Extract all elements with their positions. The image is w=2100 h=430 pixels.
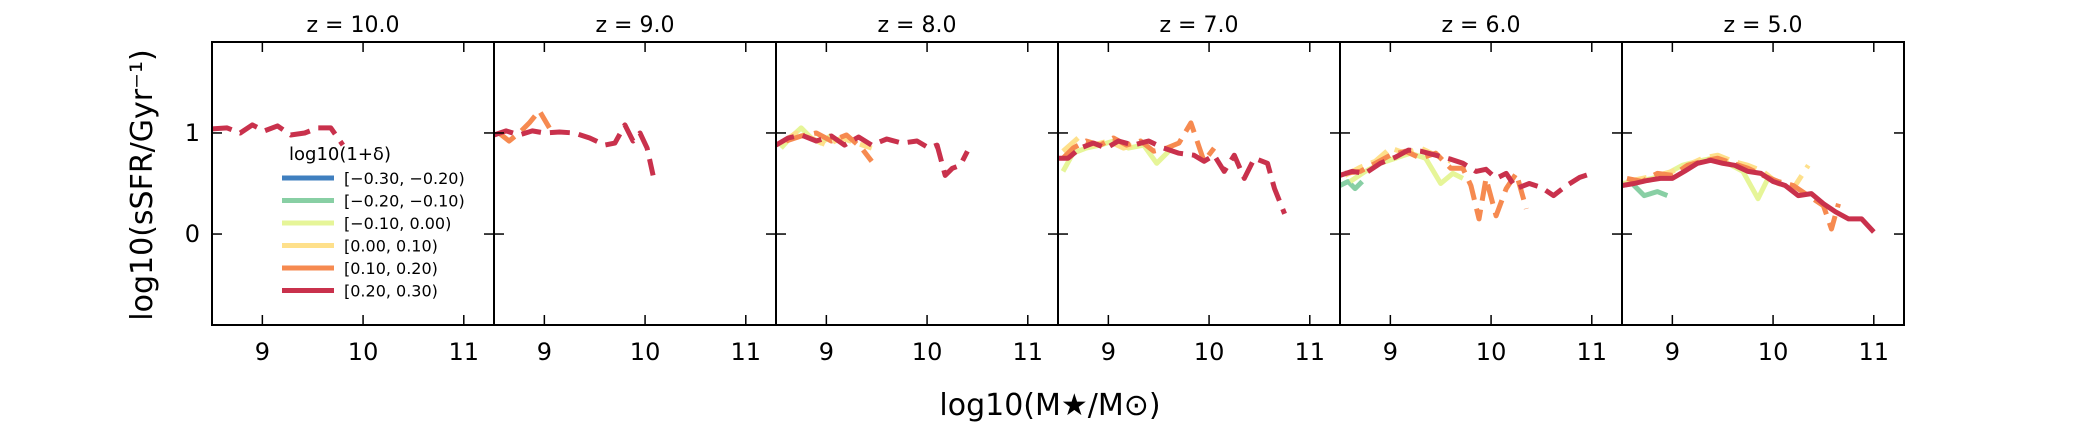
x-tick-label: 10 [1194, 338, 1225, 366]
x-tick-label: 9 [819, 338, 834, 366]
x-tick-label: 11 [731, 338, 762, 366]
x-tick-label: 10 [348, 338, 379, 366]
panel-title: z = 6.0 [1442, 13, 1521, 38]
panel-6: z = 5.0 9 10 11 [1621, 13, 1905, 366]
series-group [494, 108, 656, 176]
x-tick-label: 9 [1383, 338, 1398, 366]
series-group [1622, 152, 1876, 234]
panel-frame [1057, 41, 1341, 326]
series-line [776, 132, 970, 178]
panel-2: z = 9.0 9 10 11 [493, 13, 777, 366]
panel-title: z = 9.0 [596, 13, 675, 38]
panel-1: z = 10.0 9 10 11 0 1 [185, 13, 495, 366]
series-group [1058, 120, 1287, 215]
series-line [785, 130, 874, 163]
legend-title: log10(1+δ) [289, 144, 391, 165]
panel-frame [493, 41, 777, 326]
series-line [1340, 147, 1593, 199]
series-line [494, 122, 656, 176]
series-group [1340, 145, 1593, 222]
x-tick-label: 9 [255, 338, 270, 366]
x-tick-label: 9 [537, 338, 552, 366]
x-tick-label: 10 [1476, 338, 1507, 366]
x-tick-label: 9 [1101, 338, 1116, 366]
series-line [1060, 138, 1171, 173]
series-group [776, 125, 970, 178]
series-line [1340, 179, 1364, 192]
legend-label: [0.00, 0.10) [344, 237, 438, 256]
panel-frame [1621, 41, 1905, 326]
panel-title: z = 8.0 [878, 13, 957, 38]
legend: log10(1+δ) [−0.30, −0.20) [−0.20, −0.10) [−… [282, 144, 465, 301]
y-tick-label: 0 [185, 220, 200, 248]
legend-label: [−0.30, −0.20) [344, 169, 465, 188]
legend-label: [−0.20, −0.10) [344, 192, 465, 211]
panel-5: z = 6.0 9 10 11 [1339, 13, 1623, 366]
series-line [779, 130, 873, 151]
panel-title: z = 7.0 [1160, 13, 1239, 38]
x-tick-label: 11 [1013, 338, 1044, 366]
x-tick-label: 10 [912, 338, 943, 366]
series-line [1344, 148, 1529, 222]
series-line [1348, 150, 1465, 186]
panel-4: z = 7.0 9 10 11 [1057, 13, 1341, 366]
x-tick-label: 10 [1758, 338, 1789, 366]
panel-frame [775, 41, 1059, 326]
panel-3: z = 8.0 9 10 11 [775, 13, 1059, 366]
legend-label: [0.20, 0.30) [344, 282, 438, 301]
series-line [497, 108, 552, 144]
x-tick-label: 9 [1665, 338, 1680, 366]
series-line [212, 122, 345, 147]
x-tick-label: 11 [1577, 338, 1608, 366]
y-tick-label: 1 [185, 119, 200, 147]
x-tick-label: 11 [1859, 338, 1890, 366]
panel-frame [1339, 41, 1623, 326]
x-tick-label: 11 [1295, 338, 1326, 366]
series-line [1622, 157, 1876, 234]
y-axis-label: log10(sSFR/Gyr⁻¹) [125, 49, 160, 320]
x-tick-label: 10 [630, 338, 661, 366]
series-line [1058, 138, 1287, 215]
x-axis-label: log10(M★/M⊙) [939, 388, 1160, 423]
panel-title: z = 10.0 [307, 13, 400, 38]
series-group [212, 122, 345, 147]
legend-label: [0.10, 0.20) [344, 259, 438, 278]
legend-label: [−0.10, 0.00) [344, 214, 451, 233]
x-tick-label: 11 [449, 338, 480, 366]
panel-title: z = 5.0 [1724, 13, 1803, 38]
